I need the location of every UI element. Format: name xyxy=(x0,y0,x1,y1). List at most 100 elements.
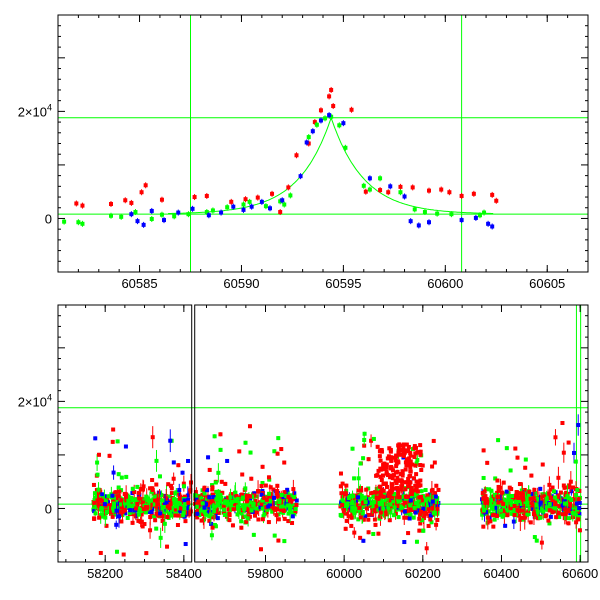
marker xyxy=(390,500,395,505)
marker xyxy=(138,519,143,524)
red-data-point xyxy=(254,510,259,515)
marker xyxy=(363,189,368,194)
marker xyxy=(114,508,119,513)
red-data-point xyxy=(387,498,392,503)
red-data-point xyxy=(247,494,252,499)
marker xyxy=(310,129,315,134)
marker xyxy=(148,515,153,520)
green-data-point xyxy=(130,504,135,509)
green-data-point xyxy=(239,519,244,524)
green-data-point xyxy=(350,446,355,451)
green-data-point xyxy=(282,201,287,208)
green-data-point xyxy=(212,522,217,527)
marker xyxy=(404,504,409,509)
green-data-point xyxy=(248,450,253,455)
marker xyxy=(141,497,146,502)
green-data-point xyxy=(200,501,205,506)
red-data-point xyxy=(422,513,427,518)
marker xyxy=(119,519,124,524)
marker xyxy=(123,494,128,499)
marker xyxy=(175,506,180,511)
green-data-point xyxy=(408,512,413,517)
marker xyxy=(306,135,311,140)
green-data-point xyxy=(411,515,416,520)
marker xyxy=(434,483,439,488)
blue-data-point xyxy=(171,460,176,465)
marker xyxy=(152,502,157,507)
green-data-point xyxy=(421,528,426,533)
green-data-point xyxy=(358,461,363,466)
green-data-point xyxy=(360,504,365,523)
green-data-point xyxy=(169,507,174,512)
marker xyxy=(254,510,259,515)
marker xyxy=(272,495,277,500)
marker xyxy=(166,500,171,505)
marker xyxy=(459,193,464,198)
blue-data-point xyxy=(421,506,426,511)
marker xyxy=(123,198,128,203)
blue-data-point xyxy=(241,206,246,213)
green-data-point xyxy=(415,500,420,505)
red-data-point xyxy=(219,479,224,484)
green-data-point xyxy=(389,502,394,507)
green-data-point xyxy=(367,186,372,193)
marker xyxy=(212,434,217,439)
marker xyxy=(176,463,181,468)
blue-data-point xyxy=(206,455,211,460)
red-data-point xyxy=(239,525,244,530)
marker xyxy=(210,208,215,213)
green-data-point xyxy=(367,496,372,501)
marker xyxy=(239,508,244,513)
marker xyxy=(175,523,180,528)
red-data-point xyxy=(370,490,375,495)
marker xyxy=(109,213,113,218)
green-data-point xyxy=(235,496,240,501)
marker xyxy=(244,519,249,524)
red-data-point xyxy=(133,506,138,511)
marker xyxy=(165,514,170,519)
marker xyxy=(378,176,383,181)
green-data-point xyxy=(449,211,454,218)
red-data-point xyxy=(150,487,155,492)
green-data-point xyxy=(352,476,357,481)
green-data-point xyxy=(111,508,116,513)
marker xyxy=(288,504,293,509)
marker xyxy=(339,491,344,496)
blue-data-point xyxy=(427,219,431,226)
marker xyxy=(181,481,186,486)
marker xyxy=(107,507,112,512)
marker xyxy=(266,520,271,525)
marker xyxy=(167,506,172,511)
red-data-point xyxy=(196,495,201,500)
marker xyxy=(428,513,433,518)
green-data-point xyxy=(262,512,267,517)
marker xyxy=(318,108,323,113)
blue-data-point xyxy=(490,223,495,230)
marker xyxy=(350,500,355,505)
green-data-point xyxy=(130,498,135,503)
marker xyxy=(494,198,499,203)
blue-data-point xyxy=(117,505,122,528)
marker xyxy=(202,505,207,510)
red-data-point xyxy=(244,519,249,524)
marker xyxy=(160,518,165,523)
green-data-point xyxy=(285,498,290,503)
marker xyxy=(422,210,427,215)
marker xyxy=(285,490,290,495)
blue-data-point xyxy=(486,220,491,227)
marker xyxy=(408,512,413,517)
marker xyxy=(371,531,376,536)
marker xyxy=(182,498,187,503)
marker xyxy=(119,510,124,515)
red-data-point xyxy=(266,475,271,480)
marker xyxy=(111,496,116,501)
marker xyxy=(416,504,421,509)
blue-data-point xyxy=(266,504,271,509)
marker xyxy=(152,514,157,519)
marker xyxy=(424,506,429,511)
green-data-point xyxy=(147,496,152,506)
green-data-point xyxy=(208,504,213,525)
marker xyxy=(136,491,141,496)
marker xyxy=(249,508,254,513)
red-data-point xyxy=(387,518,392,523)
